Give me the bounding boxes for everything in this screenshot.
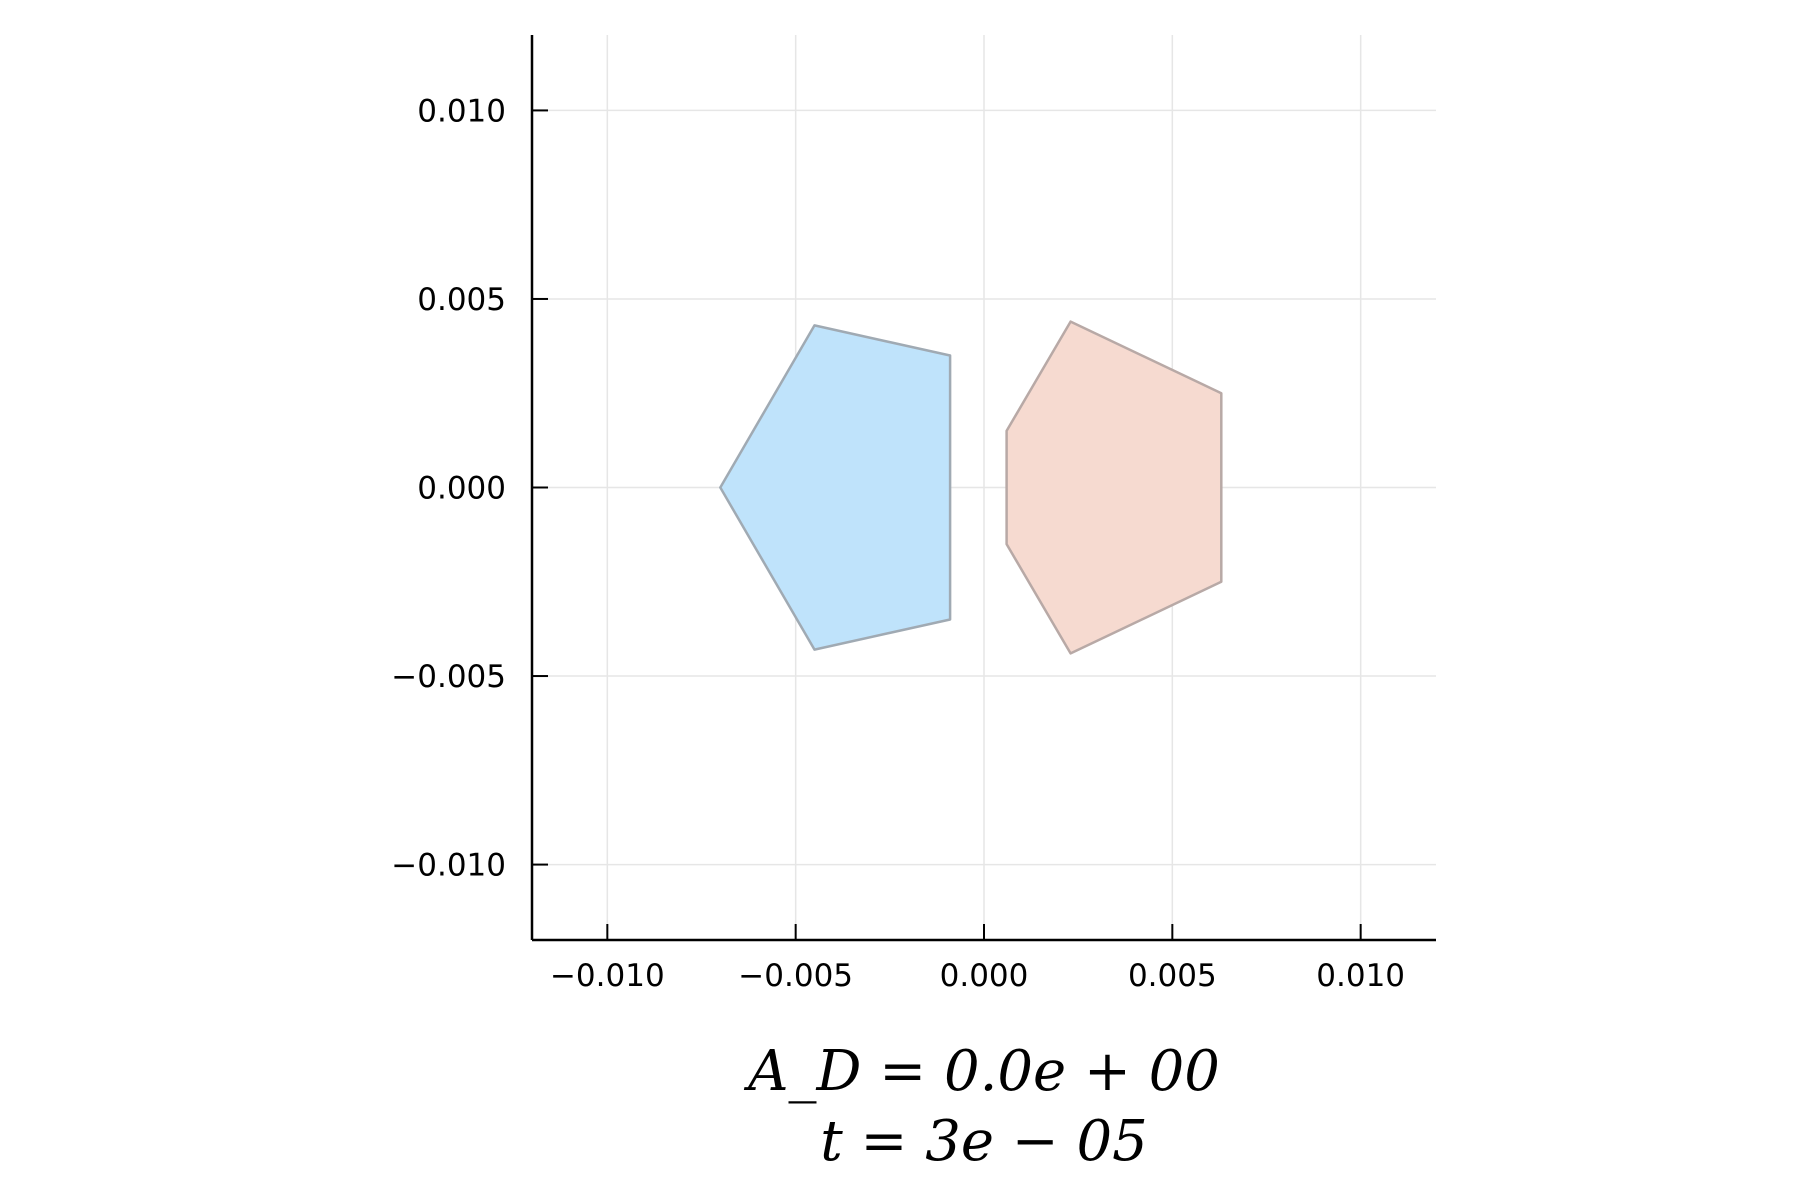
plot-area — [719, 320, 1223, 655]
x-tick-label: −0.005 — [738, 958, 853, 994]
x-tick-label: 0.005 — [1128, 958, 1217, 994]
y-tick-label: −0.010 — [391, 848, 506, 884]
grid — [532, 35, 1436, 940]
x-tick-label: −0.010 — [550, 958, 665, 994]
y-tick-label: 0.010 — [417, 93, 506, 129]
x-axis-label-line-2: t = 3e − 05 — [820, 1109, 1148, 1174]
x-tick-label: 0.010 — [1316, 958, 1405, 994]
y-tick-label: −0.005 — [391, 659, 506, 695]
polygon-2 — [1005, 320, 1223, 655]
y-tick-label: 0.000 — [417, 471, 506, 507]
y-axis-ticks: −0.010 −0.005 0.000 0.005 0.010 — [391, 93, 548, 884]
x-axis-ticks: −0.010 −0.005 0.000 0.005 0.010 — [550, 924, 1405, 994]
x-axis-label-line-1: A_D = 0.0e + 00 — [743, 1039, 1220, 1104]
y-tick-label: 0.005 — [417, 282, 506, 318]
x-tick-label: 0.000 — [940, 958, 1029, 994]
polygon-1 — [719, 324, 952, 651]
